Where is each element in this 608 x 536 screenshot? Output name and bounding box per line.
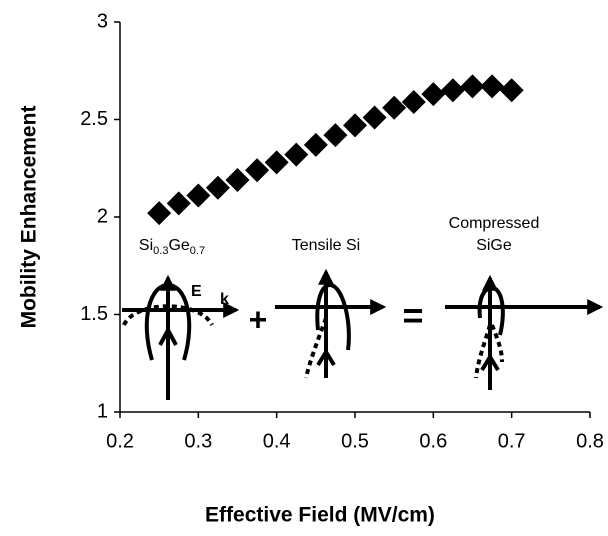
annotation: E [191,283,202,300]
data-point [362,105,387,130]
y-tick-label: 2 [97,205,108,227]
data-point [303,132,328,157]
x-tick-label: 0.6 [419,430,447,452]
x-tick-label: 0.8 [576,430,604,452]
annotation: Si0.3Ge0.7 [139,237,205,257]
data-point [460,74,485,99]
data-point [284,142,309,167]
y-tick-label: 1 [97,400,108,422]
annotation: Compressed [449,215,540,232]
data-point [225,167,250,192]
data-point [480,74,505,99]
x-tick-label: 0.3 [184,430,212,452]
data-point [401,89,426,114]
x-tick-label: 0.7 [498,430,526,452]
annotation: SiGe [476,237,512,254]
x-tick-label: 0.2 [106,430,134,452]
data-point [264,150,289,175]
annotation: Tensile Si [292,237,360,254]
data-point [421,82,446,107]
data-point [186,183,211,208]
y-axis-title: Mobility Enhancement [18,106,41,329]
y-tick-label: 2.5 [80,108,108,130]
annotation: + [249,301,268,337]
data-point [499,78,524,103]
inset-diagrams: Si0.3Ge0.7 E k + Tensile Si = Compressed… [122,215,604,400]
data-point [166,191,191,216]
y-tick-label: 3 [97,10,108,32]
y-tick-label: 1.5 [80,303,108,325]
x-tick-label: 0.5 [341,430,369,452]
data-point [205,175,230,200]
data-point [245,158,270,183]
data-point [323,123,348,148]
data-point [382,95,407,120]
data-point [343,113,367,138]
annotation: k [220,291,229,308]
data-point [440,78,465,103]
plot-area: 1 1.5 2 2.5 3 0.2 0.3 0.4 0.5 0.6 0.7 0.8 [80,10,604,452]
x-axis-title: Effective Field (MV/cm) [205,504,435,527]
x-tick-label: 0.4 [263,430,291,452]
annotation: = [402,295,423,336]
data-point [147,201,172,226]
